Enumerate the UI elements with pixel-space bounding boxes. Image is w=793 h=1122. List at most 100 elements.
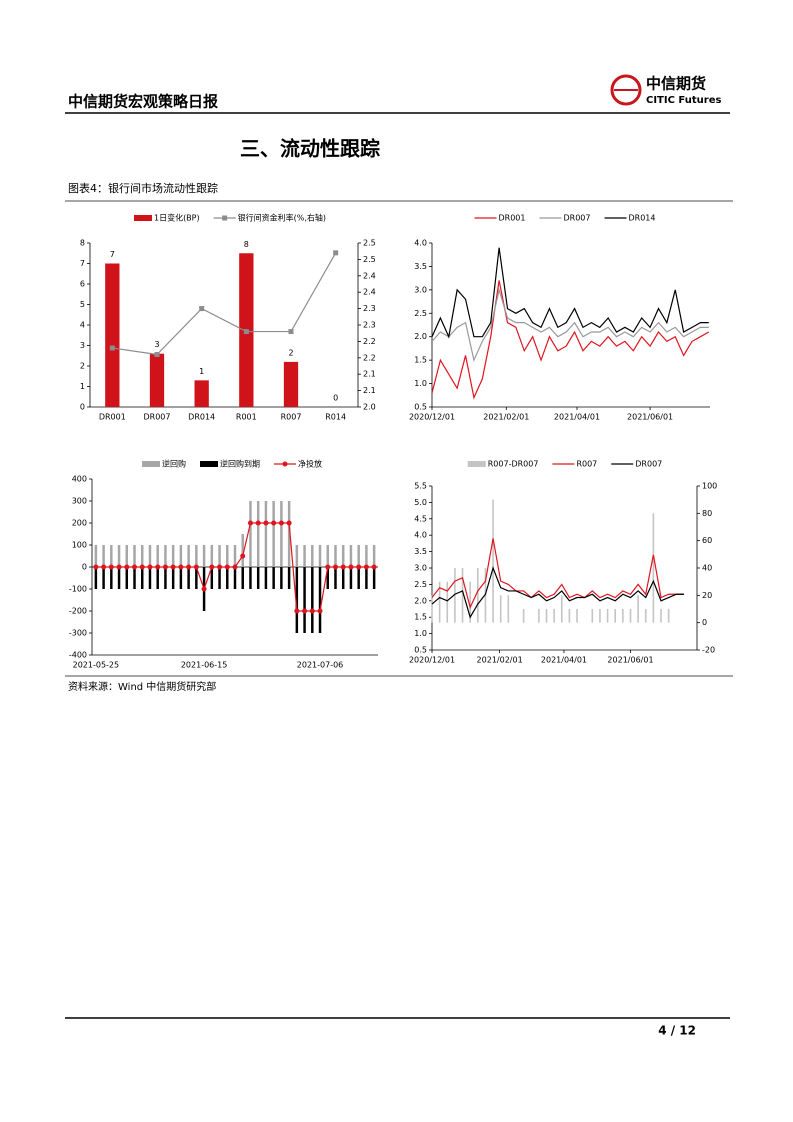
marker	[317, 608, 323, 614]
legend: 逆回购 逆回购到期 净投放	[142, 459, 322, 469]
y2-tick-label: 100	[702, 482, 717, 491]
y-tick-label: 1.0	[414, 379, 427, 388]
y-tick-label: 1.5	[414, 356, 427, 365]
bar	[226, 545, 229, 567]
x-tick-label: 2021/04/01	[541, 656, 587, 665]
y-tick-label: 1	[80, 382, 85, 391]
marker	[178, 564, 184, 570]
marker	[363, 564, 369, 570]
y-tick-label: 4.5	[414, 514, 427, 523]
bar	[272, 567, 275, 589]
bar	[334, 545, 337, 567]
bar	[226, 567, 229, 589]
x-tick-label: 2021/02/01	[483, 413, 529, 422]
marker	[109, 345, 115, 351]
bar	[241, 567, 244, 589]
bar	[365, 567, 368, 589]
marker	[333, 250, 339, 256]
y-tick-label: 2.0	[414, 332, 427, 341]
legend-label: 逆回购	[162, 459, 186, 469]
bar	[326, 567, 329, 589]
x-tick-label: 2021-05-25	[73, 661, 120, 670]
legend-label: R007-DR007	[488, 460, 539, 469]
bar	[287, 567, 291, 589]
source-note: 资料来源：Wind 中信期货研究部	[68, 680, 216, 693]
y2-tick-label: 2.5	[363, 239, 376, 248]
y-tick-label: 300	[72, 497, 87, 506]
bar	[461, 568, 464, 623]
bar	[622, 609, 624, 623]
marker	[340, 564, 346, 570]
bar	[591, 609, 594, 623]
bar	[545, 609, 548, 623]
bar	[102, 545, 105, 567]
bar	[187, 567, 190, 589]
bar	[365, 545, 368, 567]
y-tick-label: 400	[72, 475, 87, 484]
bar	[148, 567, 152, 589]
bar	[303, 545, 306, 567]
bar	[349, 567, 353, 589]
marker	[325, 564, 331, 570]
marker	[240, 553, 246, 559]
x-tick-label: R007	[281, 413, 302, 422]
bar	[102, 567, 105, 589]
bar	[110, 567, 113, 589]
bar	[311, 567, 314, 633]
logo-cn: 中信期货	[646, 75, 706, 93]
bar	[334, 567, 337, 589]
bar	[256, 567, 260, 589]
y-tick-label: 2.5	[414, 309, 427, 318]
bar	[256, 501, 260, 567]
marker	[154, 352, 160, 358]
bar	[202, 545, 206, 567]
bar	[125, 567, 129, 589]
y2-tick-label: -20	[702, 646, 715, 655]
bar	[454, 568, 456, 623]
marker	[243, 329, 249, 335]
marker	[186, 564, 192, 570]
y-tick-label: 3.5	[414, 547, 427, 556]
marker	[209, 564, 215, 570]
bar	[179, 545, 183, 567]
bar	[141, 567, 144, 589]
bar	[249, 567, 252, 589]
bar	[553, 609, 555, 623]
bar	[431, 595, 433, 623]
bar	[477, 568, 479, 623]
marker	[193, 564, 199, 570]
y-tick-label: 8	[80, 239, 85, 248]
x-tick-label: 2020/12/01	[409, 656, 455, 665]
x-tick-label: 2021-06-15	[181, 661, 228, 670]
y-tick-label: 0.5	[414, 403, 427, 412]
bar	[210, 567, 214, 589]
marker	[288, 329, 294, 335]
bar	[110, 545, 113, 567]
x-tick-label: R001	[236, 413, 257, 422]
legend: R007-DR007 R007 DR007	[467, 460, 662, 469]
bar	[280, 567, 283, 589]
value-label: 2	[288, 348, 293, 357]
marker	[124, 564, 130, 570]
value-label: 8	[244, 240, 249, 249]
bar	[438, 581, 441, 623]
bar	[614, 609, 617, 623]
legend-label: R007	[576, 460, 597, 469]
bar	[195, 545, 198, 567]
marker	[101, 564, 107, 570]
value-label: 1	[199, 367, 204, 376]
value-label: 7	[110, 250, 115, 259]
y-tick-label: 4	[80, 321, 85, 330]
bar	[187, 545, 190, 567]
bar	[156, 545, 159, 567]
legend-label: 1日变化(BP)	[154, 213, 200, 223]
marker	[302, 608, 308, 614]
bar	[446, 581, 449, 623]
marker	[247, 520, 253, 526]
bar	[560, 595, 563, 623]
y2-tick-label: 2.2	[363, 337, 376, 346]
bar	[576, 609, 578, 623]
bar	[105, 263, 120, 407]
legend-label: 逆回购到期	[220, 459, 260, 469]
y2-tick-label: 2.5	[363, 255, 376, 264]
